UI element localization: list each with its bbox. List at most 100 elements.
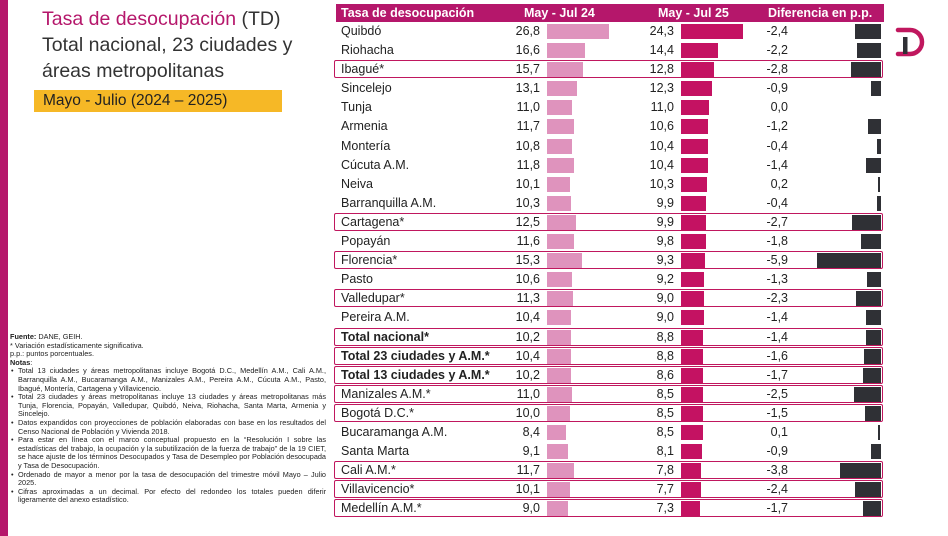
bar-difference bbox=[876, 138, 881, 154]
value-difference: -1,5 bbox=[766, 405, 788, 420]
bar-2024 bbox=[547, 482, 571, 498]
city-name: Villavicencio* bbox=[341, 482, 415, 497]
value-2025: 12,3 bbox=[649, 81, 674, 96]
table-row: Riohacha 16,6 14,4 -2,2 bbox=[336, 41, 884, 60]
table-row: Valledupar* 11,3 9,0 -2,3 bbox=[334, 289, 884, 308]
value-2024: 8,4 bbox=[522, 424, 540, 439]
title-line-3: áreas metropolitanas bbox=[42, 60, 225, 82]
table-row: Cartagena* 12,5 9,9 -2,7 bbox=[334, 212, 884, 232]
value-2025: 8,5 bbox=[656, 424, 674, 439]
bar-2024 bbox=[547, 348, 572, 364]
city-name: Bogotá D.C.* bbox=[341, 405, 414, 420]
table-row: Florencia* 15,3 9,3 -5,9 bbox=[334, 251, 884, 270]
value-difference: -2,4 bbox=[766, 482, 788, 497]
bar-2024 bbox=[547, 253, 583, 269]
table-row: Manizales A.M.* 11,0 8,5 -2,5 bbox=[334, 384, 884, 404]
city-name: Cúcuta A.M. bbox=[341, 157, 410, 172]
bar-2024 bbox=[547, 501, 568, 517]
city-name: Bucaramanga A.M. bbox=[341, 424, 448, 439]
bar-2024 bbox=[547, 272, 572, 288]
bar-2024 bbox=[547, 176, 571, 192]
table-row: Quibdó 26,8 24,3 -2,4 bbox=[336, 22, 884, 41]
bar-2025 bbox=[681, 405, 703, 421]
bar-2025 bbox=[681, 214, 707, 230]
value-2025: 9,0 bbox=[656, 310, 674, 325]
bar-difference bbox=[862, 367, 881, 383]
value-2025: 10,4 bbox=[649, 157, 674, 172]
value-2024: 10,1 bbox=[515, 482, 540, 497]
value-2025: 8,5 bbox=[656, 386, 674, 401]
table-row: Sincelejo 13,1 12,3 -0,9 bbox=[336, 79, 884, 98]
value-2025: 8,8 bbox=[656, 329, 674, 344]
value-difference: -0,9 bbox=[766, 81, 788, 96]
value-difference: -0,4 bbox=[766, 195, 788, 210]
bar-2024 bbox=[547, 214, 576, 230]
table-row: Ibagué* 15,7 12,8 -2,8 bbox=[334, 60, 884, 79]
value-difference: -2,8 bbox=[766, 62, 788, 77]
table-row: Armenia 11,7 10,6 -1,2 bbox=[336, 117, 884, 136]
bar-difference bbox=[853, 386, 881, 402]
table-row: Cali A.M.* 11,7 7,8 -3,8 bbox=[334, 461, 884, 480]
bar-2024 bbox=[547, 81, 578, 97]
city-name: Armenia bbox=[341, 119, 388, 134]
bar-2025 bbox=[681, 176, 708, 192]
bar-2025 bbox=[681, 386, 703, 402]
value-2024: 10,3 bbox=[515, 195, 540, 210]
bar-difference bbox=[864, 405, 881, 421]
table-row: Barranquilla A.M. 10,3 9,9 -0,4 bbox=[336, 194, 884, 213]
table-row: Santa Marta 9,1 8,1 -0,9 bbox=[336, 442, 884, 461]
bar-difference bbox=[878, 176, 881, 192]
value-2024: 11,8 bbox=[516, 157, 540, 172]
bar-difference bbox=[867, 119, 881, 135]
value-2025: 14,4 bbox=[649, 43, 674, 58]
title-line-2: Total nacional, 23 ciudades y bbox=[42, 34, 293, 56]
bar-2025 bbox=[681, 81, 713, 97]
value-2024: 11,7 bbox=[516, 463, 540, 478]
city-name: Neiva bbox=[341, 176, 373, 191]
value-difference: -0,4 bbox=[766, 138, 788, 153]
bar-2024 bbox=[547, 195, 571, 211]
bar-difference bbox=[866, 272, 881, 288]
bar-2024 bbox=[547, 405, 571, 421]
table-row: Bucaramanga A.M. 8,4 8,5 0,1 bbox=[336, 423, 884, 442]
city-name: Florencia* bbox=[341, 253, 398, 268]
value-2024: 10,6 bbox=[515, 272, 540, 287]
note-significance: * Variación estadísticamente significati… bbox=[10, 340, 144, 350]
city-name: Total nacional* bbox=[341, 329, 429, 344]
bar-2025 bbox=[681, 424, 703, 440]
value-2025: 10,4 bbox=[649, 138, 674, 153]
dane-d-logo-icon bbox=[895, 27, 925, 57]
table-row: Neiva 10,1 10,3 0,2 bbox=[336, 175, 884, 194]
bar-difference bbox=[854, 24, 881, 39]
value-2024: 10,8 bbox=[515, 138, 540, 153]
value-2025: 7,8 bbox=[656, 463, 674, 478]
value-2025: 8,1 bbox=[656, 444, 674, 459]
header-diff: Diferencia en p.p. bbox=[768, 6, 873, 20]
value-2025: 9,0 bbox=[656, 291, 674, 306]
bar-2025 bbox=[681, 444, 702, 460]
bar-2025 bbox=[681, 195, 707, 211]
bar-2025 bbox=[681, 482, 701, 498]
bar-2024 bbox=[547, 234, 574, 250]
note-item: Ordenado de mayor a menor por la tasa de… bbox=[10, 470, 326, 488]
city-name: Manizales A.M.* bbox=[341, 386, 431, 401]
table-row: Tunja 11,0 11,0 0,0 bbox=[336, 98, 884, 117]
value-2025: 7,7 bbox=[656, 482, 674, 497]
bar-2025 bbox=[681, 119, 709, 135]
table-row: Cúcuta A.M. 11,8 10,4 -1,4 bbox=[336, 156, 884, 175]
bar-2024 bbox=[547, 424, 567, 440]
bar-difference bbox=[857, 43, 881, 59]
bar-2025 bbox=[681, 24, 743, 39]
notes-label: Notas bbox=[10, 357, 31, 367]
value-difference: -1,7 bbox=[766, 501, 788, 516]
page-title: Tasa de desocupación (TD) Total nacional… bbox=[42, 6, 332, 84]
note-item: Total 23 ciudades y áreas metropolitanas… bbox=[10, 392, 326, 419]
bar-2024 bbox=[547, 386, 573, 402]
value-difference: -2,5 bbox=[766, 386, 788, 401]
value-2024: 10,1 bbox=[515, 176, 540, 191]
bar-2024 bbox=[547, 463, 575, 479]
note-item: Para estar en línea con el marco concept… bbox=[10, 435, 326, 470]
value-difference: -5,9 bbox=[766, 253, 788, 268]
city-name: Total 23 ciudades y A.M.* bbox=[341, 348, 490, 363]
unemployment-table: Tasa de desocupación May - Jul 24 May - … bbox=[334, 0, 884, 530]
